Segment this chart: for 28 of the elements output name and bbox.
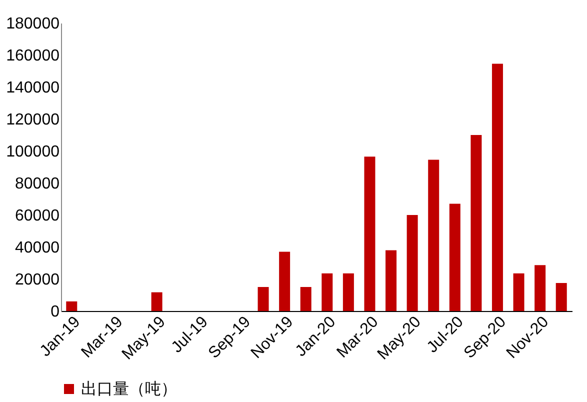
bar — [470, 135, 482, 311]
bar — [449, 204, 460, 311]
bar — [151, 292, 162, 311]
bar — [322, 273, 333, 311]
bar — [300, 287, 312, 311]
bar — [492, 64, 503, 311]
y-tick-label: 120000 — [6, 112, 60, 128]
bar — [428, 160, 440, 311]
bar — [513, 273, 524, 311]
bar — [556, 283, 567, 311]
bar — [406, 215, 418, 311]
y-tick-label: 40000 — [15, 240, 60, 256]
y-tick-label: 80000 — [15, 176, 60, 192]
y-tick-label: 140000 — [6, 80, 60, 96]
bar — [342, 273, 354, 311]
y-tick-label: 60000 — [15, 208, 60, 224]
bar — [258, 287, 269, 311]
bar — [279, 252, 290, 311]
bar — [66, 301, 78, 311]
y-tick-label: 0 — [50, 304, 60, 320]
y-tick-label: 100000 — [6, 144, 60, 160]
y-tick-label: 160000 — [6, 48, 60, 64]
legend-label: 出口量（吨） — [81, 380, 177, 398]
bar — [364, 156, 376, 311]
bar — [386, 250, 397, 311]
y-tick-label: 20000 — [15, 272, 60, 288]
y-tick-label: 180000 — [6, 16, 60, 32]
bar — [534, 265, 546, 311]
